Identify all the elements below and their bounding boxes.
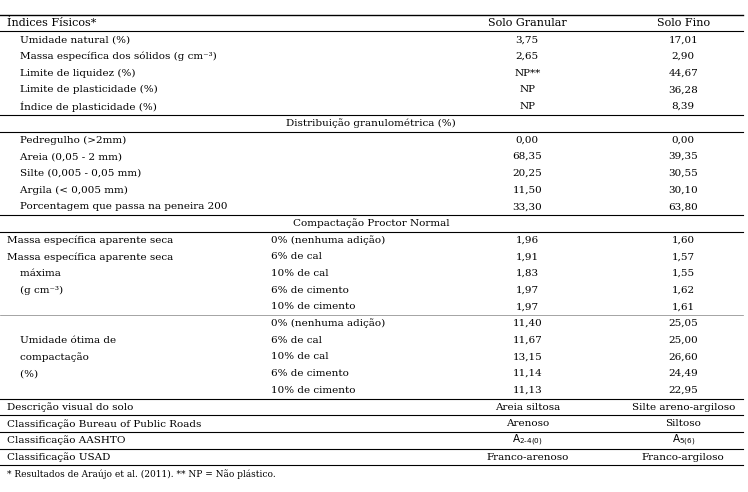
- Text: (g cm⁻³): (g cm⁻³): [7, 286, 64, 295]
- Text: Siltoso: Siltoso: [665, 419, 701, 428]
- Text: NP**: NP**: [514, 69, 541, 78]
- Text: 13,15: 13,15: [512, 352, 542, 362]
- Text: 0,00: 0,00: [516, 135, 539, 145]
- Text: Classificação USAD: Classificação USAD: [7, 452, 111, 462]
- Text: 24,49: 24,49: [669, 369, 698, 378]
- Text: Umidade ótima de: Umidade ótima de: [7, 336, 117, 345]
- Text: 1,96: 1,96: [516, 236, 539, 245]
- Text: 1,55: 1,55: [672, 269, 695, 278]
- Text: Umidade natural (%): Umidade natural (%): [7, 35, 131, 44]
- Text: (%): (%): [7, 369, 39, 378]
- Text: NP: NP: [519, 102, 536, 111]
- Text: 10% de cimento: 10% de cimento: [271, 303, 355, 311]
- Text: 33,30: 33,30: [512, 202, 542, 211]
- Text: 1,57: 1,57: [672, 252, 695, 261]
- Text: 6% de cimento: 6% de cimento: [271, 286, 349, 295]
- Text: Solo Granular: Solo Granular: [488, 18, 567, 28]
- Text: Argila (< 0,005 mm): Argila (< 0,005 mm): [7, 185, 129, 195]
- Text: Franco-argiloso: Franco-argiloso: [642, 453, 725, 461]
- Text: 2,90: 2,90: [672, 52, 695, 61]
- Text: Arenoso: Arenoso: [506, 419, 549, 428]
- Text: 63,80: 63,80: [669, 202, 698, 211]
- Text: Limite de liquidez (%): Limite de liquidez (%): [7, 68, 136, 78]
- Text: 11,50: 11,50: [512, 185, 542, 194]
- Text: 68,35: 68,35: [512, 152, 542, 161]
- Text: compactação: compactação: [7, 352, 89, 362]
- Text: 1,61: 1,61: [672, 303, 695, 311]
- Text: Compactação Proctor Normal: Compactação Proctor Normal: [293, 218, 450, 228]
- Text: 25,05: 25,05: [669, 319, 698, 328]
- Text: 17,01: 17,01: [669, 35, 698, 44]
- Text: 2,65: 2,65: [516, 52, 539, 61]
- Text: 1,91: 1,91: [516, 252, 539, 261]
- Text: 1,62: 1,62: [672, 286, 695, 295]
- Text: 1,97: 1,97: [516, 303, 539, 311]
- Text: Silte (0,005 - 0,05 mm): Silte (0,005 - 0,05 mm): [7, 169, 141, 178]
- Text: 36,28: 36,28: [669, 86, 698, 94]
- Text: 10% de cimento: 10% de cimento: [271, 386, 355, 395]
- Text: * Resultados de Araújo et al. (2011). ** NP = Não plástico.: * Resultados de Araújo et al. (2011). **…: [7, 469, 276, 479]
- Text: Índice de plasticidade (%): Índice de plasticidade (%): [7, 101, 157, 112]
- Text: Porcentagem que passa na peneira 200: Porcentagem que passa na peneira 200: [7, 202, 228, 211]
- Text: 26,60: 26,60: [669, 352, 698, 362]
- Text: 6% de cal: 6% de cal: [271, 252, 322, 261]
- Text: 3,75: 3,75: [516, 35, 539, 44]
- Text: máxima: máxima: [7, 269, 61, 278]
- Text: Limite de plasticidade (%): Limite de plasticidade (%): [7, 85, 158, 94]
- Text: Massa específica dos sólidos (g cm⁻³): Massa específica dos sólidos (g cm⁻³): [7, 52, 217, 61]
- Text: Pedregulho (>2mm): Pedregulho (>2mm): [7, 135, 126, 145]
- Text: 30,55: 30,55: [669, 169, 698, 178]
- Text: $\mathrm{A_{5(6)}}$: $\mathrm{A_{5(6)}}$: [672, 433, 695, 448]
- Text: Índices Físicos*: Índices Físicos*: [7, 18, 96, 29]
- Text: 8,39: 8,39: [672, 102, 695, 111]
- Text: Areia (0,05 - 2 mm): Areia (0,05 - 2 mm): [7, 152, 123, 161]
- Text: 10% de cal: 10% de cal: [271, 352, 328, 362]
- Text: Franco-arenoso: Franco-arenoso: [486, 453, 568, 461]
- Text: 20,25: 20,25: [512, 169, 542, 178]
- Text: Distribuição granulométrica (%): Distribuição granulométrica (%): [286, 119, 456, 128]
- Text: 0% (nenhuma adição): 0% (nenhuma adição): [271, 235, 385, 245]
- Text: Areia siltosa: Areia siltosa: [494, 402, 560, 411]
- Text: Classificação AASHTO: Classificação AASHTO: [7, 435, 126, 445]
- Text: Descrição visual do solo: Descrição visual do solo: [7, 402, 134, 412]
- Text: 22,95: 22,95: [669, 386, 698, 395]
- Text: 30,10: 30,10: [669, 185, 698, 194]
- Text: 10% de cal: 10% de cal: [271, 269, 328, 278]
- Text: 1,60: 1,60: [672, 236, 695, 245]
- Text: 11,13: 11,13: [512, 386, 542, 395]
- Text: 44,67: 44,67: [669, 69, 698, 78]
- Text: 6% de cal: 6% de cal: [271, 336, 322, 345]
- Text: 1,97: 1,97: [516, 286, 539, 295]
- Text: $\mathrm{A_{2\text{-}4(0)}}$: $\mathrm{A_{2\text{-}4(0)}}$: [512, 433, 542, 448]
- Text: 6% de cimento: 6% de cimento: [271, 369, 349, 378]
- Text: 11,40: 11,40: [512, 319, 542, 328]
- Text: 11,67: 11,67: [512, 336, 542, 345]
- Text: 1,83: 1,83: [516, 269, 539, 278]
- Text: 11,14: 11,14: [512, 369, 542, 378]
- Text: Massa específica aparente seca: Massa específica aparente seca: [7, 235, 174, 245]
- Text: Massa específica aparente seca: Massa específica aparente seca: [7, 252, 174, 262]
- Text: Solo Fino: Solo Fino: [657, 18, 710, 28]
- Text: 25,00: 25,00: [669, 336, 698, 345]
- Text: 39,35: 39,35: [669, 152, 698, 161]
- Text: NP: NP: [519, 86, 536, 94]
- Text: 0,00: 0,00: [672, 135, 695, 145]
- Text: Silte areno-argiloso: Silte areno-argiloso: [631, 402, 735, 411]
- Text: 0% (nenhuma adição): 0% (nenhuma adição): [271, 319, 385, 329]
- Text: Classificação Bureau of Public Roads: Classificação Bureau of Public Roads: [7, 419, 202, 429]
